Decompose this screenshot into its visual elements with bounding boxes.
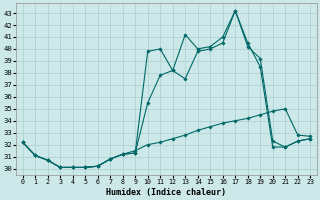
X-axis label: Humidex (Indice chaleur): Humidex (Indice chaleur) — [107, 188, 227, 197]
